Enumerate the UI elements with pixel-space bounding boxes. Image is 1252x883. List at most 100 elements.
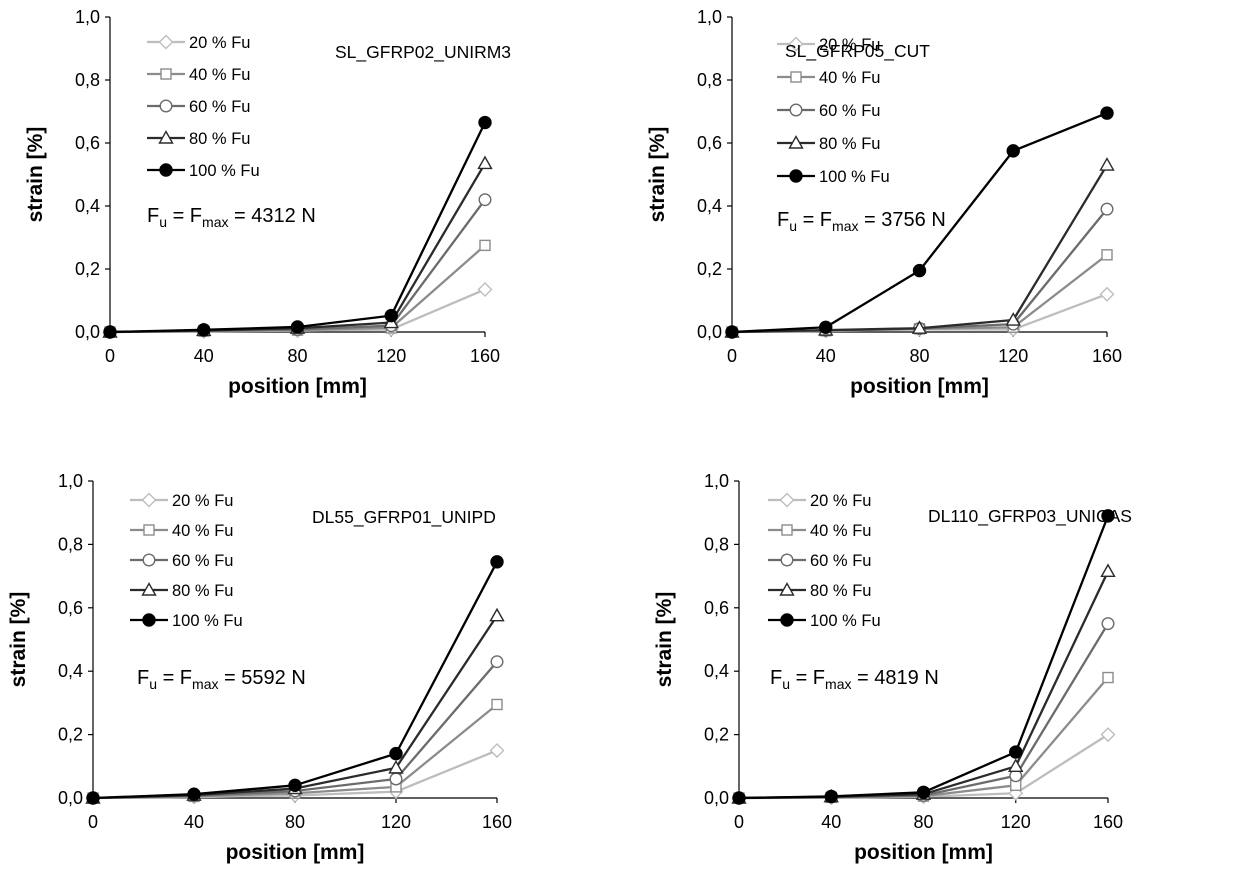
legend-item: 20 % Fu [768, 492, 871, 510]
specimen-title: DL55_GFRP01_UNIPD [312, 507, 496, 528]
x-tick-label: 40 [184, 812, 204, 832]
legend-label: 40 % Fu [189, 66, 250, 84]
legend-label: 40 % Fu [819, 69, 880, 87]
legend-item: 60 % Fu [130, 552, 233, 570]
data-point [824, 789, 838, 804]
y-tick-label: 0,8 [75, 70, 100, 90]
series-line [92, 615, 498, 800]
y-tick-label: 1,0 [58, 471, 83, 491]
y-tick-label: 0,0 [697, 322, 722, 342]
legend-label: 100 % Fu [189, 162, 260, 180]
x-axis-title: position [mm] [228, 375, 367, 398]
legend-item: 100 % Fu [777, 168, 890, 186]
x-tick-label: 120 [376, 346, 406, 366]
legend: 20 % Fu 40 % Fu 60 % Fu 80 % Fu 100 % Fu [147, 34, 260, 180]
series-4 [732, 509, 1115, 805]
legend-item: 40 % Fu [777, 69, 880, 87]
legend-item: 60 % Fu [768, 552, 871, 570]
data-point [384, 308, 398, 323]
data-point [389, 772, 403, 786]
series-line [109, 162, 486, 334]
y-tick-label: 0,4 [697, 196, 722, 216]
legend-item: 60 % Fu [147, 98, 250, 116]
legend-label: 100 % Fu [819, 168, 890, 186]
legend-item: 100 % Fu [130, 612, 243, 630]
series-3 [724, 157, 1115, 338]
y-tick-label: 0,4 [75, 196, 100, 216]
ultimate-force-annotation: Fu = Fmax = 3756 N [777, 209, 946, 234]
legend-marker [788, 135, 804, 149]
legend-label: 100 % Fu [810, 612, 881, 630]
legend-item: 40 % Fu [147, 66, 250, 84]
data-point [1100, 202, 1114, 216]
y-tick-label: 0,8 [697, 70, 722, 90]
legend-item: 80 % Fu [130, 582, 233, 600]
legend-item: 60 % Fu [777, 102, 880, 120]
data-point [1009, 745, 1023, 759]
y-tick-label: 0,4 [704, 661, 729, 681]
legend-label: 60 % Fu [819, 102, 880, 120]
legend-marker [780, 613, 794, 627]
legend-label: 40 % Fu [172, 522, 233, 540]
legend-label: 20 % Fu [819, 36, 880, 54]
x-tick-label: 160 [482, 812, 512, 832]
legend-label: 80 % Fu [189, 130, 250, 148]
chart-panel-dl110-gfrp03-unicas: 0,0 0,2 0,4 0,6 0,8 1,0 0 40 80 120 160 position [m… [622, 463, 1248, 883]
series-4 [103, 115, 492, 339]
legend-marker [788, 36, 804, 52]
x-tick-label: 120 [998, 346, 1028, 366]
legend-marker [789, 103, 803, 117]
legend-marker [141, 582, 157, 596]
x-tick-label: 40 [816, 346, 836, 366]
legend-item: 80 % Fu [768, 582, 871, 600]
data-point [819, 320, 833, 334]
data-point [1006, 144, 1020, 158]
legend-label: 20 % Fu [172, 492, 233, 510]
data-point [1099, 286, 1115, 302]
legend-label: 40 % Fu [810, 522, 871, 540]
x-tick-label: 160 [1093, 812, 1123, 832]
x-tick-label: 80 [909, 346, 929, 366]
y-tick-label: 0,0 [704, 788, 729, 808]
x-tick-label: 80 [285, 812, 305, 832]
legend: 20 % Fu 40 % Fu 60 % Fu 80 % Fu 100 % Fu [768, 492, 881, 630]
y-tick-label: 0,2 [75, 259, 100, 279]
y-axis-title: strain [%] [7, 592, 30, 688]
legend-label: 20 % Fu [810, 492, 871, 510]
legend-label: 80 % Fu [819, 135, 880, 153]
y-tick-label: 0,0 [58, 788, 83, 808]
legend-label: 80 % Fu [810, 582, 871, 600]
data-point [1099, 157, 1115, 171]
y-tick-label: 0,4 [58, 661, 83, 681]
specimen-title: SL_GFRP02_UNIRM3 [335, 42, 511, 63]
data-point [1101, 617, 1115, 631]
ultimate-force-annotation: Fu = Fmax = 4312 N [147, 205, 316, 230]
legend-marker [160, 68, 172, 80]
data-point [477, 281, 493, 297]
y-tick-label: 0,6 [697, 133, 722, 153]
legend-item: 40 % Fu [130, 522, 233, 540]
data-point [489, 742, 505, 758]
data-point [478, 115, 492, 130]
y-tick-label: 0,6 [704, 598, 729, 618]
data-point [290, 320, 305, 334]
y-tick-label: 0,0 [75, 322, 100, 342]
chart-panel-dl55-gfrp01-unipd: 0,0 0,2 0,4 0,6 0,8 1,0 0 40 80 120 160 position [m… [0, 463, 626, 883]
data-point [489, 607, 505, 622]
legend-label: 100 % Fu [172, 612, 243, 630]
data-point [388, 759, 404, 774]
series-line [738, 623, 1109, 800]
y-tick-label: 1,0 [697, 7, 722, 27]
y-tick-label: 0,2 [704, 725, 729, 745]
x-tick-label: 80 [913, 812, 933, 832]
ultimate-force-annotation: Fu = Fmax = 4819 N [770, 667, 939, 692]
strain-chart: 0,0 0,2 0,4 0,6 0,8 1,0 0 40 80 120 160 position [m… [7, 471, 512, 864]
y-tick-label: 0,6 [58, 598, 83, 618]
x-tick-label: 0 [734, 812, 744, 832]
data-point [490, 555, 504, 569]
data-point [1100, 563, 1116, 578]
legend-marker [142, 613, 156, 627]
x-tick-label: 0 [727, 346, 737, 366]
legend-marker [779, 582, 795, 596]
x-axis-title: position [mm] [226, 841, 365, 864]
